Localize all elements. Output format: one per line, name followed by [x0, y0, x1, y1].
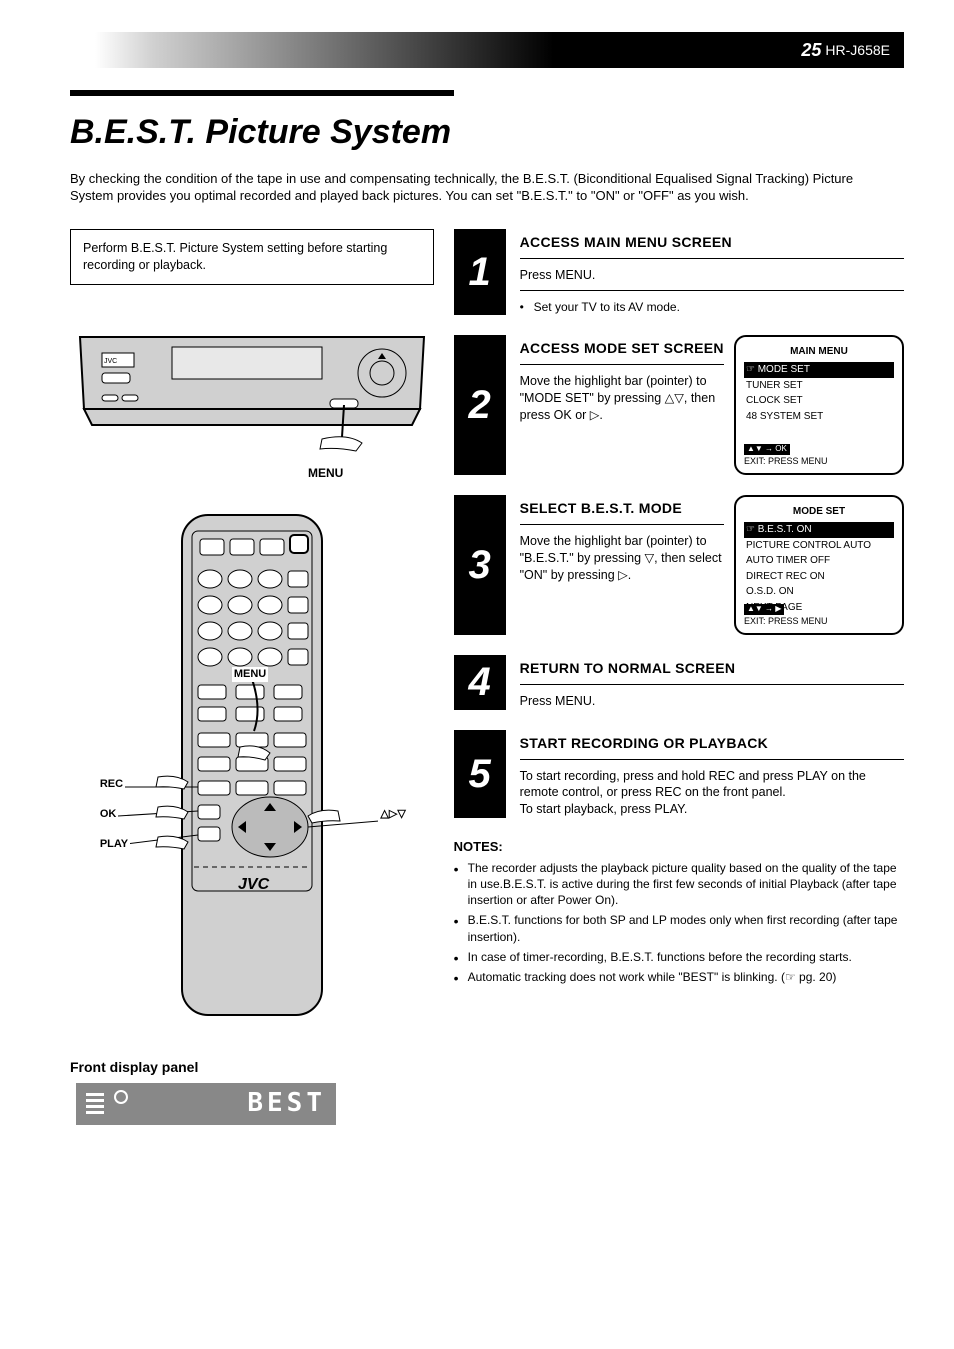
- separator: [520, 524, 724, 525]
- step-number: 5: [454, 730, 506, 819]
- screen-row: TUNER SET: [744, 378, 894, 394]
- step-heading: START RECORDING OR PLAYBACK: [520, 734, 904, 753]
- step: 2 MAIN MENU ☞ MODE SET TUNER SET CLOCK S…: [454, 335, 904, 475]
- remote-illustration: JVC MENU REC: [102, 507, 402, 1032]
- notes-list: The recorder adjusts the playback pictur…: [454, 860, 904, 985]
- indicator-icon: [114, 1090, 128, 1104]
- step-body: MODE SET ☞ B.E.S.T. ON PICTURE CONTROL A…: [520, 495, 904, 635]
- screen-footer: ▲▼ → OK EXIT: PRESS MENU: [744, 442, 894, 467]
- step-body: RETURN TO NORMAL SCREEN Press MENU.: [520, 655, 904, 710]
- screen-row: PICTURE CONTROL AUTO: [744, 538, 894, 554]
- cassette-icon: [86, 1093, 104, 1114]
- precaution-box: Perform B.E.S.T. Picture System setting …: [70, 229, 434, 285]
- left-column: Perform B.E.S.T. Picture System setting …: [70, 229, 454, 1125]
- screen-title: MODE SET: [744, 505, 894, 519]
- step-heading: ACCESS MAIN MENU SCREEN: [520, 233, 904, 252]
- step-number: 3: [454, 495, 506, 635]
- screen-row: AUTO TIMER OFF: [744, 553, 894, 569]
- callout-menu: MENU: [232, 667, 268, 682]
- vfd-text: BEST: [247, 1086, 326, 1121]
- callout-play: PLAY: [98, 837, 130, 852]
- step-body: START RECORDING OR PLAYBACK To start reco…: [520, 730, 904, 819]
- step-text: Press MENU.: [520, 693, 904, 710]
- intro-paragraph: By checking the condition of the tape in…: [70, 170, 890, 205]
- list-item: The recorder adjusts the playback pictur…: [454, 860, 904, 909]
- svg-text:MENU: MENU: [308, 466, 343, 479]
- screen-title: MAIN MENU: [744, 345, 894, 359]
- step-note: Set your TV to its AV mode.: [520, 299, 904, 315]
- separator: [520, 290, 904, 291]
- callout-cursor: △▷▽: [378, 807, 407, 822]
- screen-row: CLOCK SET: [744, 393, 894, 409]
- screen-row: O.S.D. ON: [744, 584, 894, 600]
- screen-row: ☞ MODE SET: [744, 362, 894, 378]
- step: 4 RETURN TO NORMAL SCREEN Press MENU.: [454, 655, 904, 710]
- notes-heading: NOTES:: [454, 838, 904, 856]
- screen-footer: ▲▼ → ▶ EXIT: PRESS MENU: [744, 602, 894, 627]
- vfd-panel: BEST: [76, 1083, 336, 1125]
- osd-screen: MAIN MENU ☞ MODE SET TUNER SET CLOCK SET…: [734, 335, 904, 475]
- title-rule: [70, 90, 454, 96]
- separator: [520, 364, 724, 365]
- callout-rec: REC: [98, 777, 125, 792]
- step-number: 1: [454, 229, 506, 315]
- step: 3 MODE SET ☞ B.E.S.T. ON PICTURE CONTROL…: [454, 495, 904, 635]
- screen-row: 48 SYSTEM SET: [744, 409, 894, 425]
- separator: [520, 258, 904, 259]
- step-text: Press MENU.: [520, 267, 904, 284]
- vfd-label: Front display panel: [70, 1058, 198, 1077]
- step-number: 4: [454, 655, 506, 710]
- osd-screen: MODE SET ☞ B.E.S.T. ON PICTURE CONTROL A…: [734, 495, 904, 635]
- separator: [520, 759, 904, 760]
- separator: [520, 684, 904, 685]
- svg-text:JVC: JVC: [104, 358, 117, 365]
- list-item: B.E.S.T. functions for both SP and LP mo…: [454, 912, 904, 944]
- step-text: To start recording, press and hold REC a…: [520, 768, 904, 819]
- list-item: Set your TV to its AV mode.: [520, 299, 904, 315]
- header-band: 25 HR-J658E: [70, 32, 904, 68]
- step-body: MAIN MENU ☞ MODE SET TUNER SET CLOCK SET…: [520, 335, 904, 475]
- svg-text:JVC: JVC: [238, 876, 270, 893]
- step-number: 2: [454, 335, 506, 475]
- page-number: 25: [801, 38, 821, 62]
- list-item: Automatic tracking does not work while "…: [454, 969, 904, 985]
- right-column: 1 ACCESS MAIN MENU SCREEN Press MENU. Set y…: [454, 229, 904, 1125]
- model-code: HR-J658E: [825, 41, 890, 60]
- step-heading: RETURN TO NORMAL SCREEN: [520, 659, 904, 678]
- step: 5 START RECORDING OR PLAYBACK To start rec…: [454, 730, 904, 819]
- step: 1 ACCESS MAIN MENU SCREEN Press MENU. Set y…: [454, 229, 904, 315]
- screen-row: ☞ B.E.S.T. ON: [744, 522, 894, 538]
- notes-block: NOTES: The recorder adjusts the playback…: [454, 838, 904, 985]
- list-item: In case of timer-recording, B.E.S.T. fun…: [454, 949, 904, 965]
- vcr-illustration: JVC MENU: [72, 299, 432, 484]
- screen-row: DIRECT REC ON: [744, 569, 894, 585]
- callout-ok: OK: [98, 807, 119, 822]
- step-body: ACCESS MAIN MENU SCREEN Press MENU. Set yo…: [520, 229, 904, 315]
- page-title: B.E.S.T. Picture System: [70, 110, 904, 156]
